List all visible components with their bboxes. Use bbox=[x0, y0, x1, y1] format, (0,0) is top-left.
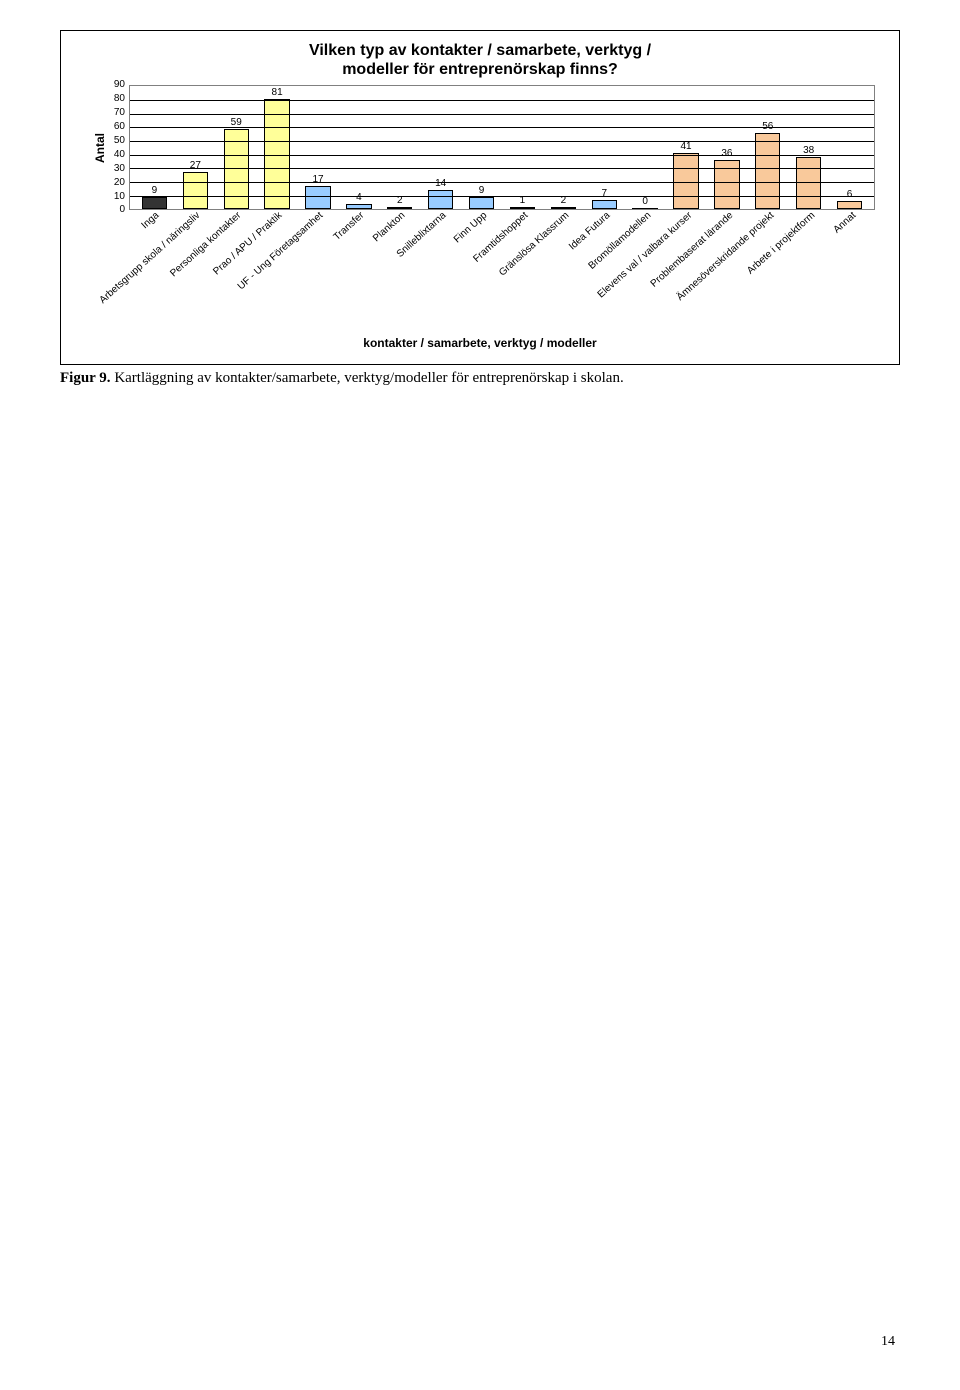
bar-slot: 59 bbox=[216, 86, 257, 209]
bar-value-label: 9 bbox=[479, 186, 485, 196]
bar-value-label: 14 bbox=[435, 179, 446, 189]
bar-value-label: 41 bbox=[680, 142, 691, 152]
bar-slot: 9 bbox=[134, 86, 175, 209]
x-tick-label: Inga bbox=[139, 210, 161, 231]
x-label-slot: Prao / APU / Praktik bbox=[256, 210, 297, 340]
bar-slot: 0 bbox=[625, 86, 666, 209]
x-label-slot: Plankton bbox=[379, 210, 420, 340]
y-tick-label: 30 bbox=[99, 164, 125, 174]
grid-line bbox=[130, 141, 874, 142]
bar-value-label: 0 bbox=[642, 197, 648, 207]
bar-slot: 4 bbox=[338, 86, 379, 209]
bar-slot: 38 bbox=[788, 86, 829, 209]
bar-slot: 6 bbox=[829, 86, 870, 209]
bar-value-label: 9 bbox=[152, 186, 158, 196]
bar bbox=[469, 197, 494, 209]
y-tick-label: 40 bbox=[99, 150, 125, 160]
x-label-slot: Annat bbox=[830, 210, 871, 340]
bar-slot: 14 bbox=[420, 86, 461, 209]
bar-slot: 27 bbox=[175, 86, 216, 209]
bar-value-label: 4 bbox=[356, 193, 362, 203]
chart-frame: Vilken typ av kontakter / samarbete, ver… bbox=[60, 30, 900, 365]
x-label-slot: Arbete i projektform bbox=[789, 210, 830, 340]
x-label-slot: Finn Upp bbox=[461, 210, 502, 340]
grid-line bbox=[130, 100, 874, 101]
x-label-slot: Transfer bbox=[338, 210, 379, 340]
bar-slot: 81 bbox=[257, 86, 298, 209]
grid-line bbox=[130, 182, 874, 183]
chart-title: Vilken typ av kontakter / samarbete, ver… bbox=[81, 41, 879, 79]
x-label-slot: Gränslösa Klassrum bbox=[543, 210, 584, 340]
bars-container: 927598117421491270413656386 bbox=[130, 86, 874, 209]
bar-value-label: 1 bbox=[520, 196, 526, 206]
chart-title-line2: modeller för entreprenörskap finns? bbox=[342, 61, 618, 78]
x-label-slot: Framtidshoppet bbox=[502, 210, 543, 340]
x-labels: IngaArbetsgrupp skola / näringslivPerson… bbox=[129, 210, 875, 340]
caption-text: Kartläggning av kontakter/samarbete, ver… bbox=[111, 370, 624, 386]
bar-slot: 2 bbox=[543, 86, 584, 209]
chart-title-line1: Vilken typ av kontakter / samarbete, ver… bbox=[309, 42, 651, 59]
bar-value-label: 7 bbox=[601, 189, 607, 199]
plot-wrap: Antal 0102030405060708090 92759811742149… bbox=[129, 85, 875, 210]
bar-value-label: 27 bbox=[190, 161, 201, 171]
bar bbox=[183, 172, 208, 209]
y-tick-label: 0 bbox=[99, 205, 125, 215]
bar bbox=[796, 157, 821, 209]
bar bbox=[346, 204, 371, 209]
y-tick-label: 90 bbox=[99, 80, 125, 90]
grid-line bbox=[130, 168, 874, 169]
y-tick-label: 70 bbox=[99, 108, 125, 118]
y-tick-label: 60 bbox=[99, 122, 125, 132]
grid-line bbox=[130, 196, 874, 197]
bar-value-label: 59 bbox=[231, 118, 242, 128]
x-label-slot: Ämnesöverskridande projekt bbox=[748, 210, 789, 340]
x-label-slot: Snilleblixtarna bbox=[420, 210, 461, 340]
caption-prefix: Figur 9. bbox=[60, 370, 111, 386]
bar bbox=[837, 201, 862, 209]
bar-slot: 56 bbox=[747, 86, 788, 209]
x-label-slot: Inga bbox=[133, 210, 174, 340]
x-label-slot: Arbetsgrupp skola / näringsliv bbox=[174, 210, 215, 340]
x-label-slot: UF - Ung Företagsamhet bbox=[297, 210, 338, 340]
grid-line bbox=[130, 127, 874, 128]
y-tick-label: 50 bbox=[99, 136, 125, 146]
y-tick-label: 80 bbox=[99, 94, 125, 104]
bar bbox=[305, 186, 330, 209]
bar-slot: 7 bbox=[584, 86, 625, 209]
bar bbox=[142, 197, 167, 209]
bar-slot: 9 bbox=[461, 86, 502, 209]
page-number: 14 bbox=[881, 1334, 895, 1350]
y-tick-label: 20 bbox=[99, 178, 125, 188]
chart-area: Vilken typ av kontakter / samarbete, ver… bbox=[81, 41, 879, 354]
figure-caption: Figur 9. Kartläggning av kontakter/samar… bbox=[60, 370, 624, 387]
y-tick-label: 10 bbox=[99, 192, 125, 202]
bar-value-label: 2 bbox=[397, 196, 403, 206]
bar bbox=[755, 133, 780, 210]
x-tick-label: Annat bbox=[831, 210, 858, 236]
bar-value-label: 2 bbox=[561, 196, 567, 206]
bar bbox=[428, 190, 453, 209]
bar-slot: 1 bbox=[502, 86, 543, 209]
y-ticks: 0102030405060708090 bbox=[99, 85, 125, 210]
grid-line bbox=[130, 155, 874, 156]
bar-slot: 41 bbox=[666, 86, 707, 209]
bar-slot: 17 bbox=[298, 86, 339, 209]
bar-value-label: 81 bbox=[272, 88, 283, 98]
bar bbox=[592, 200, 617, 210]
plot-region: 927598117421491270413656386 bbox=[129, 85, 875, 210]
bar-slot: 36 bbox=[706, 86, 747, 209]
grid-line bbox=[130, 114, 874, 115]
bar-value-label: 17 bbox=[312, 175, 323, 185]
bar-slot: 2 bbox=[379, 86, 420, 209]
x-label-slot: Problembaserat lärande bbox=[707, 210, 748, 340]
